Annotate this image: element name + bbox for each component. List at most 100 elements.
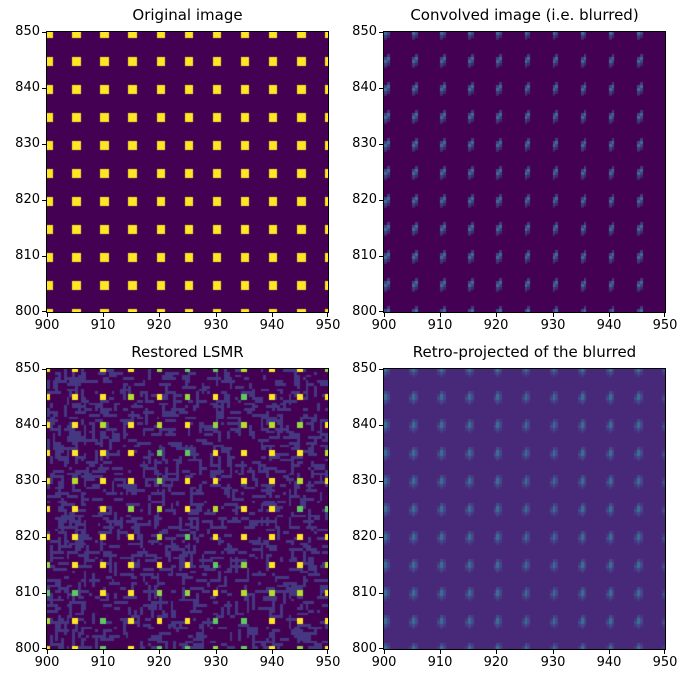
y-tick-label: 830 <box>15 136 40 151</box>
x-tick-label: 950 <box>315 655 341 670</box>
y-tick-mark <box>379 32 383 33</box>
subplot-convolved-image: Convolved image (i.e. blurred) 900 910 920… <box>352 6 677 333</box>
y-tick-label: 810 <box>352 585 377 600</box>
y-tick-label: 800 <box>352 641 377 656</box>
y-tick-mark <box>42 144 46 145</box>
x-tick-mark <box>384 313 385 317</box>
y-tick-mark <box>42 256 46 257</box>
y-tick-mark <box>42 537 46 538</box>
y-tick-label: 820 <box>352 192 377 207</box>
axes-frame <box>46 31 329 313</box>
x-tick-mark <box>553 650 554 654</box>
subplot-retro-projected: Retro-projected of the blurred 900 910 920… <box>352 343 677 670</box>
x-tick-mark <box>216 650 217 654</box>
y-tick-mark <box>379 593 383 594</box>
y-tick-label: 820 <box>15 192 40 207</box>
y-tick-mark <box>379 425 383 426</box>
x-tick-label: 930 <box>203 318 229 333</box>
x-tick-mark <box>440 650 441 654</box>
x-tick-label: 900 <box>34 318 60 333</box>
y-tick-mark <box>42 200 46 201</box>
x-tick-label: 920 <box>146 318 172 333</box>
y-tick-mark <box>379 311 383 312</box>
y-tick-label: 800 <box>15 641 40 656</box>
y-tick-mark <box>42 481 46 482</box>
y-tick-label: 840 <box>352 417 377 432</box>
y-tick-label: 800 <box>15 304 40 319</box>
y-tick-label: 840 <box>15 80 40 95</box>
x-tick-mark <box>384 650 385 654</box>
y-tick-mark <box>42 32 46 33</box>
y-tick-label: 830 <box>15 473 40 488</box>
heatmap-restored-lsmr <box>47 369 328 649</box>
y-tick-mark <box>379 256 383 257</box>
y-tick-label: 850 <box>352 24 377 39</box>
x-tick-label: 950 <box>315 318 341 333</box>
y-tick-label: 810 <box>15 248 40 263</box>
y-tick-mark <box>379 537 383 538</box>
y-tick-label: 830 <box>352 136 377 151</box>
x-tick-label: 920 <box>483 318 509 333</box>
x-tick-label: 940 <box>259 318 285 333</box>
x-tick-label: 920 <box>146 655 172 670</box>
heatmap-convolved-image <box>384 32 665 312</box>
x-tick-mark <box>664 313 665 317</box>
x-tick-label: 950 <box>652 655 678 670</box>
y-tick-mark <box>379 88 383 89</box>
y-tick-label: 840 <box>352 80 377 95</box>
y-tick-label: 830 <box>352 473 377 488</box>
x-tick-mark <box>47 313 48 317</box>
y-tick-label: 850 <box>15 361 40 376</box>
y-tick-label: 810 <box>15 585 40 600</box>
x-tick-label: 910 <box>427 655 453 670</box>
x-tick-label: 930 <box>203 655 229 670</box>
x-tick-mark <box>440 313 441 317</box>
y-tick-mark <box>42 311 46 312</box>
x-tick-label: 930 <box>540 655 566 670</box>
y-tick-mark <box>42 648 46 649</box>
x-tick-label: 900 <box>371 655 397 670</box>
x-tick-mark <box>609 650 610 654</box>
plot-title-retro-projected: Retro-projected of the blurred <box>412 343 637 361</box>
y-tick-mark <box>379 481 383 482</box>
x-tick-mark <box>272 650 273 654</box>
subplot-restored-lsmr: Restored LSMR 900 910 920 930 940 950 850 840 83… <box>15 343 340 670</box>
x-tick-mark <box>159 650 160 654</box>
x-tick-mark <box>553 313 554 317</box>
y-tick-mark <box>379 200 383 201</box>
axes-frame <box>383 368 666 650</box>
x-tick-label: 940 <box>596 318 622 333</box>
x-tick-label: 900 <box>34 655 60 670</box>
y-tick-mark <box>379 144 383 145</box>
x-tick-mark <box>664 650 665 654</box>
y-tick-label: 850 <box>15 24 40 39</box>
x-tick-mark <box>327 313 328 317</box>
x-tick-label: 910 <box>90 655 116 670</box>
y-tick-mark <box>379 648 383 649</box>
heatmap-retro-projected <box>384 369 665 649</box>
x-tick-mark <box>496 650 497 654</box>
x-tick-mark <box>496 313 497 317</box>
x-tick-mark <box>327 650 328 654</box>
axes-frame <box>46 368 329 650</box>
plot-title-original: Original image <box>132 6 243 24</box>
y-tick-label: 840 <box>15 417 40 432</box>
x-tick-label: 950 <box>652 318 678 333</box>
x-tick-label: 930 <box>540 318 566 333</box>
y-tick-mark <box>42 425 46 426</box>
y-tick-mark <box>379 369 383 370</box>
y-tick-mark <box>42 88 46 89</box>
x-tick-mark <box>47 650 48 654</box>
x-tick-label: 910 <box>427 318 453 333</box>
subplot-original-image: Original image 900 910 920 930 940 950 850 840 8… <box>15 6 340 333</box>
x-tick-label: 940 <box>259 655 285 670</box>
x-tick-mark <box>216 313 217 317</box>
y-tick-label: 850 <box>352 361 377 376</box>
y-tick-label: 820 <box>352 529 377 544</box>
y-tick-label: 820 <box>15 529 40 544</box>
x-tick-label: 940 <box>596 655 622 670</box>
x-tick-mark <box>103 313 104 317</box>
x-tick-label: 920 <box>483 655 509 670</box>
x-tick-label: 910 <box>90 318 116 333</box>
